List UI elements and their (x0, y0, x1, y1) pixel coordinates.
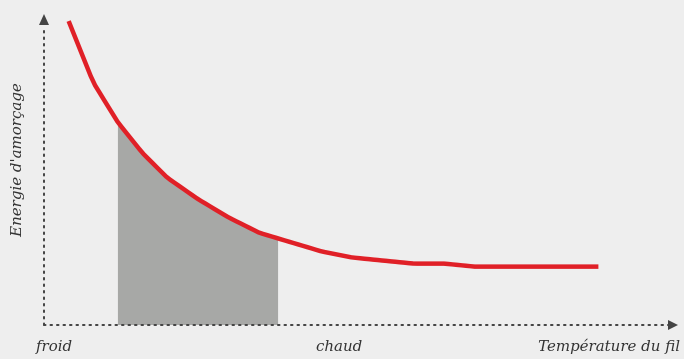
y-axis-label: Energie d'amorçage (7, 83, 25, 237)
x-tick-label-hot: chaud (316, 337, 363, 355)
y-axis-arrow (39, 14, 49, 25)
x-tick-label-cold: froid (36, 337, 73, 355)
curve-layer (66, 20, 599, 269)
shaded-area (117, 122, 279, 325)
x-axis-arrow (668, 320, 678, 330)
axes-layer (39, 14, 678, 330)
shaded-area-layer (117, 122, 279, 325)
x-axis-label: Température du fil (538, 337, 680, 355)
energy-curve (66, 20, 599, 269)
